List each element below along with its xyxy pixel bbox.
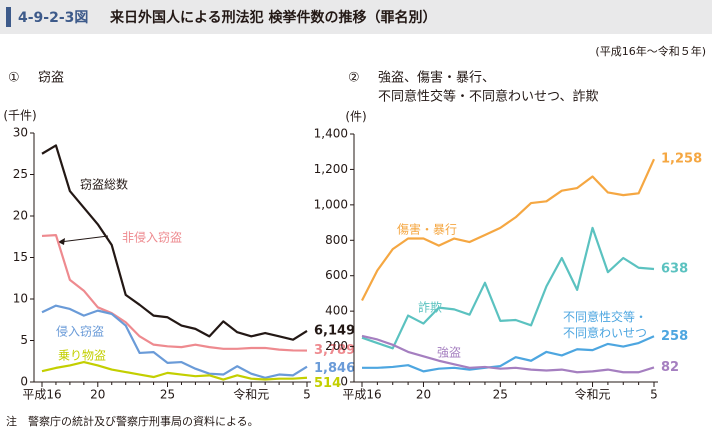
arrow-head [58,238,65,245]
y-tick-label: 0 [340,375,348,389]
y-tick-label: 0 [20,375,28,389]
x-tick-label: 平成16 [22,388,61,402]
header-mark [6,7,11,27]
y-tick-label: 5 [20,333,28,347]
y-tick-label: 400 [325,304,348,318]
series-line [361,334,655,374]
value-label: 6,149 [314,323,355,338]
value-label: 3,789 [314,343,355,358]
x-tick-label: 5 [650,388,658,402]
x-tick-label: 平成16 [342,388,381,402]
series-label: 侵入窃盗 [56,324,104,339]
value-label: 638 [661,261,688,276]
x-tick-label: 25 [493,388,508,402]
series-label: 不同意性交等・不同意わいせつ [562,310,647,340]
x-tick-label: 20 [416,388,431,402]
y-tick-label: 25 [13,167,28,181]
title: 来日外国人による刑法犯 検挙件数の推移（罪名別） [109,9,436,26]
note: 注 警察庁の統計及び警察庁刑事局の資料による。 [6,414,259,428]
subtitle: 不同意性交等・不同意わいせつ、詐欺 [378,89,598,105]
series-label: 詐欺 [418,300,442,315]
x-tick-label: 20 [90,388,105,402]
y-unit: (千件) [3,109,36,123]
value-label: 258 [661,329,688,344]
y-tick-label: 200 [325,339,348,353]
series-line [41,360,308,381]
y-tick-label: 1,200 [314,162,348,176]
arrow [59,235,109,243]
value-label: 514 [314,376,341,391]
series-label: 非侵入窃盗 [122,230,182,245]
y-tick-label: 30 [13,126,28,140]
series-label: 窃盗総数 [80,177,128,192]
x-tick-label: 5 [303,388,311,402]
x-tick-label: 25 [160,388,175,402]
x-tick-label: 令和元 [575,387,611,402]
value-label: 1,846 [314,361,355,376]
y-tick-label: 800 [325,233,348,247]
subtitle-no: ② [348,71,360,86]
series-line [362,335,655,373]
y-tick-label: 1,400 [314,127,348,141]
subtitle-no: ① [8,71,20,86]
x-tick-label: 令和元 [233,387,269,402]
subtitle: 窃盗 [38,70,64,86]
series-line [361,226,655,350]
y-tick-label: 20 [13,209,28,223]
series-label: 乗り物盗 [58,348,106,363]
series-label: 強盗 [437,345,461,360]
y-tick-label: 600 [325,268,348,282]
series-line [41,304,308,379]
value-label: 82 [661,360,679,375]
subtitle: 強盗、傷害・暴行、 [378,70,495,86]
header-bg [0,0,712,34]
value-label: 1,258 [661,152,702,167]
series-line [361,158,656,302]
series-label: 傷害・暴行 [397,222,457,237]
figure-no: 4-9-2-3図 [18,10,88,26]
y-tick-label: 10 [13,292,28,306]
series-line [41,233,308,352]
y-tick-label: 15 [13,250,28,264]
series-line [41,144,308,341]
y-tick-label: 1,000 [314,197,348,211]
period: (平成16年～令和５年) [595,44,706,58]
y-unit: (件) [345,110,366,124]
